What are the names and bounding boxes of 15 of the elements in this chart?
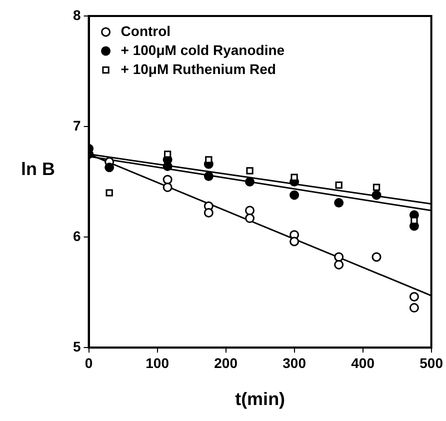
x-tick-label: 0 xyxy=(84,354,93,371)
x-axis-title: t(min) xyxy=(235,389,286,410)
x-tick-label: 400 xyxy=(351,354,375,371)
x-tick-label: 500 xyxy=(420,354,444,371)
x-tick-label: 100 xyxy=(146,354,170,371)
y-tick-label: 5 xyxy=(72,338,81,354)
legend-label: + 10μM Ruthenium Red xyxy=(120,60,276,77)
x-tick-label: 200 xyxy=(214,354,238,371)
x-tick-label: 300 xyxy=(282,354,306,371)
y-tick-label: 6 xyxy=(72,228,81,244)
y-axis-title: ln B xyxy=(21,158,55,179)
y-tick-label: 8 xyxy=(72,6,81,23)
legend-label: + 100μM cold Ryanodine xyxy=(120,42,285,58)
y-tick-label: 7 xyxy=(72,117,81,134)
legend-label: Control xyxy=(120,22,171,39)
